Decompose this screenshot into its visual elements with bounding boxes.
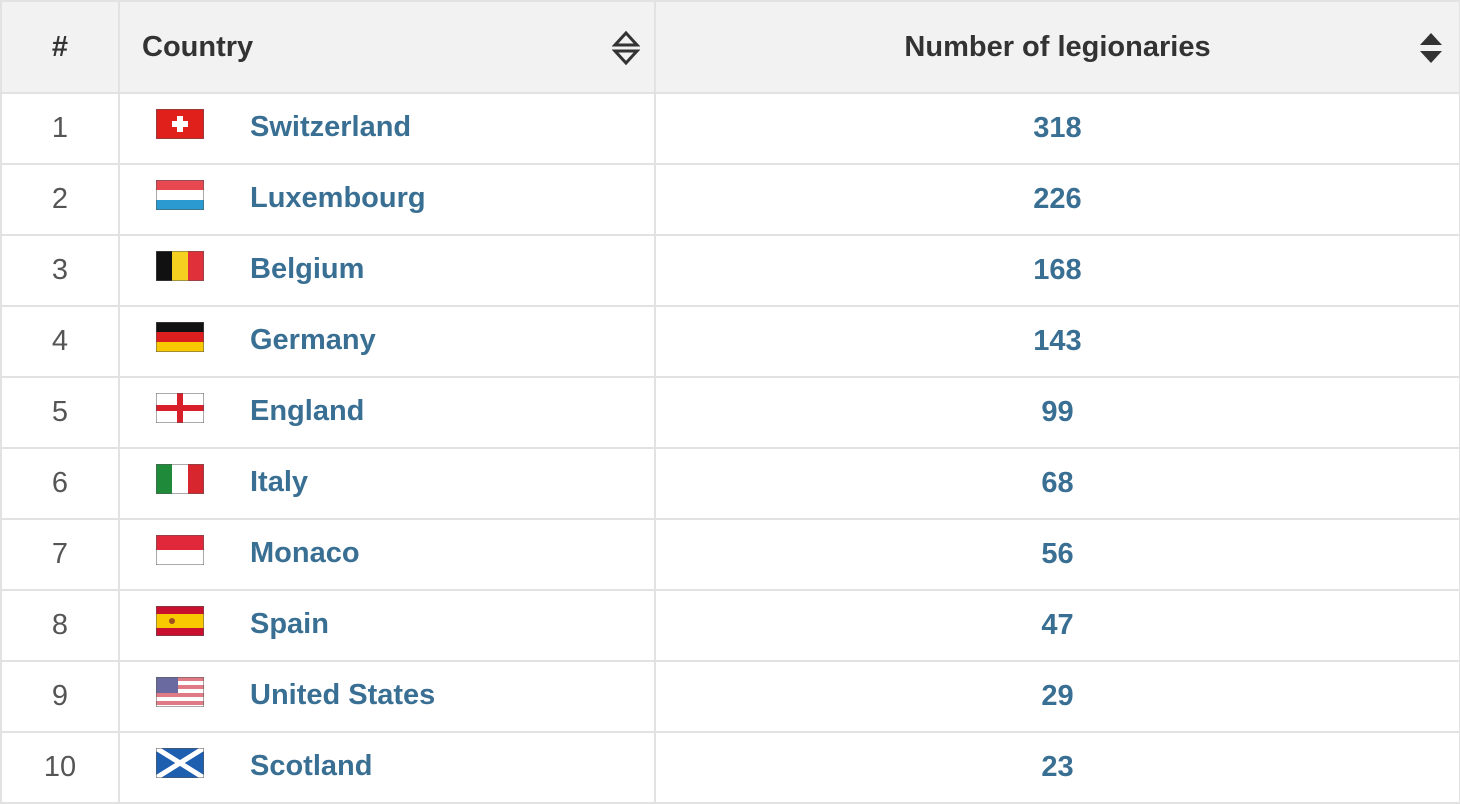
- rank-cell: 3: [0, 234, 120, 307]
- sort-icon[interactable]: [612, 30, 640, 66]
- rank-cell: 5: [0, 376, 120, 449]
- count-cell: 99: [654, 376, 1460, 449]
- rank-cell: 9: [0, 660, 120, 733]
- table-row: 4 Germany 143: [0, 305, 1460, 378]
- table-row: 10 Scotland 23: [0, 731, 1460, 804]
- country-cell: Germany: [118, 305, 656, 378]
- rank-cell: 7: [0, 518, 120, 591]
- italy-flag-icon: [156, 464, 204, 494]
- country-header[interactable]: Country: [118, 0, 656, 94]
- country-link[interactable]: Germany: [250, 324, 376, 356]
- country-link[interactable]: Spain: [250, 608, 329, 640]
- united-states-flag-icon: [156, 677, 204, 707]
- count-cell: 68: [654, 447, 1460, 520]
- header-row: # Country Number of legionaries: [0, 0, 1460, 94]
- sort-icon[interactable]: [1417, 30, 1445, 66]
- table-row: 2 Luxembourg 226: [0, 163, 1460, 236]
- luxembourg-flag-icon: [156, 180, 204, 210]
- scotland-flag-icon: [156, 748, 204, 778]
- country-cell: Luxembourg: [118, 163, 656, 236]
- monaco-flag-icon: [156, 535, 204, 565]
- country-cell: Switzerland: [118, 92, 656, 165]
- country-cell: England: [118, 376, 656, 449]
- country-cell: Spain: [118, 589, 656, 662]
- rank-cell: 1: [0, 92, 120, 165]
- england-flag-icon: [156, 393, 204, 423]
- country-cell: United States: [118, 660, 656, 733]
- rank-cell: 2: [0, 163, 120, 236]
- count-cell: 226: [654, 163, 1460, 236]
- country-link[interactable]: Luxembourg: [250, 182, 426, 214]
- country-link[interactable]: Monaco: [250, 537, 360, 569]
- count-cell: 56: [654, 518, 1460, 591]
- rank-cell: 10: [0, 731, 120, 804]
- count-cell: 47: [654, 589, 1460, 662]
- count-cell: 168: [654, 234, 1460, 307]
- country-header-label: Country: [142, 30, 254, 63]
- table-row: 7 Monaco 56: [0, 518, 1460, 591]
- count-header-label: Number of legionaries: [904, 30, 1211, 63]
- switzerland-flag-icon: [156, 109, 204, 139]
- table-row: 5 England 99: [0, 376, 1460, 449]
- table-row: 1 Switzerland 318: [0, 92, 1460, 165]
- table-row: 3 Belgium 168: [0, 234, 1460, 307]
- country-link[interactable]: England: [250, 395, 365, 427]
- country-cell: Belgium: [118, 234, 656, 307]
- spain-flag-icon: [156, 606, 204, 636]
- country-cell: Italy: [118, 447, 656, 520]
- country-link[interactable]: United States: [250, 679, 436, 711]
- count-cell: 29: [654, 660, 1460, 733]
- germany-flag-icon: [156, 322, 204, 352]
- country-link[interactable]: Italy: [250, 466, 309, 498]
- rank-cell: 6: [0, 447, 120, 520]
- count-cell: 143: [654, 305, 1460, 378]
- rank-cell: 4: [0, 305, 120, 378]
- belgium-flag-icon: [156, 251, 204, 281]
- table-row: 9 United States 29: [0, 660, 1460, 733]
- rank-cell: 8: [0, 589, 120, 662]
- table-row: 6 Italy 68: [0, 447, 1460, 520]
- country-link[interactable]: Scotland: [250, 750, 373, 782]
- count-cell: 23: [654, 731, 1460, 804]
- count-header[interactable]: Number of legionaries: [654, 0, 1460, 94]
- count-cell: 318: [654, 92, 1460, 165]
- country-link[interactable]: Switzerland: [250, 111, 412, 143]
- rank-header: #: [0, 0, 120, 94]
- country-cell: Scotland: [118, 731, 656, 804]
- country-cell: Monaco: [118, 518, 656, 591]
- table-row: 8 Spain 47: [0, 589, 1460, 662]
- country-link[interactable]: Belgium: [250, 253, 365, 285]
